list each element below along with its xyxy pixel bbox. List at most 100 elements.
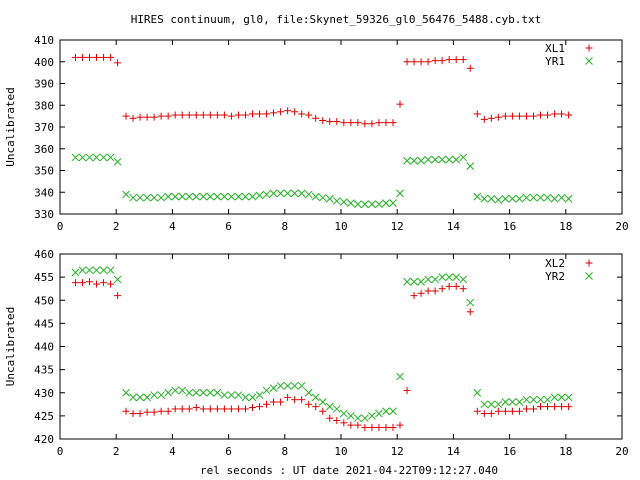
data-point	[340, 419, 348, 427]
data-point	[157, 112, 165, 120]
data-point	[71, 279, 79, 287]
data-point	[417, 58, 425, 66]
data-point	[375, 409, 383, 418]
data-point	[157, 391, 166, 399]
data-point	[529, 395, 538, 404]
data-point	[136, 113, 144, 121]
chart-title: HIRES continuum, gl0, file:Skynet_59326_…	[131, 13, 542, 26]
data-point	[494, 113, 502, 121]
data-point	[346, 199, 355, 207]
data-point	[122, 388, 130, 397]
y-tick-label: 380	[34, 99, 54, 112]
data-point	[389, 423, 397, 431]
data-point	[347, 119, 355, 127]
data-point	[403, 386, 411, 394]
data-point	[255, 391, 264, 399]
data-point	[206, 405, 214, 413]
data-point	[368, 200, 376, 209]
data-point	[262, 386, 271, 395]
data-point	[122, 407, 130, 415]
data-point	[136, 410, 144, 418]
data-point	[157, 407, 165, 415]
data-point	[550, 393, 559, 402]
data-point	[333, 417, 341, 424]
data-point	[431, 287, 439, 295]
data-point	[346, 412, 355, 420]
data-point	[220, 192, 229, 201]
data-point	[438, 155, 447, 164]
data-point	[332, 405, 341, 413]
x-tick-label: 18	[559, 220, 572, 233]
data-point	[347, 421, 355, 429]
data-point	[459, 153, 468, 162]
data-point	[263, 400, 271, 408]
data-point	[241, 405, 249, 413]
data-point	[361, 200, 369, 209]
data-point	[445, 282, 453, 290]
data-point	[305, 400, 313, 408]
data-point	[199, 192, 208, 201]
data-point	[71, 53, 79, 61]
x-tick-label: 14	[447, 220, 461, 233]
y-tick-label: 340	[34, 186, 54, 199]
data-point	[171, 386, 180, 395]
data-point	[129, 410, 137, 418]
data-point	[319, 407, 327, 415]
data-point	[92, 266, 101, 275]
data-point	[150, 113, 158, 121]
bottom-panel: 0 2 4 6 8 10 12 14 16 18 20 420 425 430 435 440 445 450 45…	[4, 248, 629, 477]
data-point	[403, 156, 411, 165]
data-point	[537, 111, 545, 119]
data-point	[143, 113, 151, 121]
data-point	[276, 381, 285, 390]
data-point	[114, 59, 122, 67]
data-point	[424, 275, 432, 284]
data-point	[417, 277, 425, 286]
y-tick-label: 360	[34, 143, 54, 156]
data-point	[459, 275, 468, 284]
data-point	[515, 194, 524, 203]
data-point	[452, 273, 461, 281]
data-point	[480, 115, 488, 123]
data-point	[290, 189, 299, 198]
data-point	[375, 423, 383, 431]
data-point	[452, 56, 460, 64]
data-point	[445, 273, 454, 281]
data-point	[326, 414, 334, 422]
data-point	[494, 196, 503, 204]
data-point	[361, 120, 369, 128]
data-point	[466, 298, 475, 307]
y-tick-label: 400	[34, 56, 54, 69]
x-tick-label: 20	[615, 445, 628, 458]
data-point	[354, 119, 362, 127]
data-point	[445, 56, 453, 64]
data-point	[164, 388, 173, 397]
legend-marker	[585, 259, 593, 267]
data-point	[368, 120, 376, 128]
x-tick-label: 6	[225, 445, 232, 458]
x-tick-label: 4	[169, 445, 176, 458]
data-point	[78, 53, 86, 61]
data-point	[297, 189, 306, 198]
data-point	[227, 192, 236, 201]
data-point	[318, 398, 327, 406]
data-point	[326, 118, 334, 126]
data-point	[269, 384, 278, 392]
x-tick-label: 8	[281, 445, 288, 458]
data-point	[361, 414, 369, 423]
data-point	[508, 407, 516, 415]
data-point	[185, 405, 193, 413]
data-point	[213, 111, 221, 119]
top-panel: 0 2 4 6 8 10 12 14 16 18 20 330 340 350 360 370 380 390 40…	[4, 34, 629, 233]
data-point	[106, 266, 115, 275]
x-tick-label: 10	[334, 445, 347, 458]
y-axis-label: Uncalibrated	[4, 87, 17, 166]
y-tick-label: 445	[34, 317, 54, 330]
data-point	[508, 112, 516, 120]
data-point	[171, 192, 180, 201]
data-point	[270, 109, 278, 117]
data-point	[515, 398, 524, 406]
data-point	[501, 112, 509, 120]
data-point	[129, 193, 137, 202]
data-point	[375, 200, 383, 209]
